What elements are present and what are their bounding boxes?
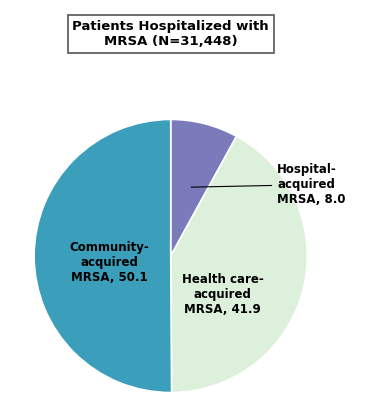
Text: Patients Hospitalized with
MRSA (N=31,448): Patients Hospitalized with MRSA (N=31,44… [73,20,269,48]
Wedge shape [171,136,307,392]
Wedge shape [34,120,171,392]
Text: Hospital-
acquired
MRSA, 8.0: Hospital- acquired MRSA, 8.0 [191,163,346,206]
Text: Health care-
acquired
MRSA, 41.9: Health care- acquired MRSA, 41.9 [182,273,263,316]
Wedge shape [171,120,237,256]
Text: Community-
acquired
MRSA, 50.1: Community- acquired MRSA, 50.1 [69,241,149,284]
